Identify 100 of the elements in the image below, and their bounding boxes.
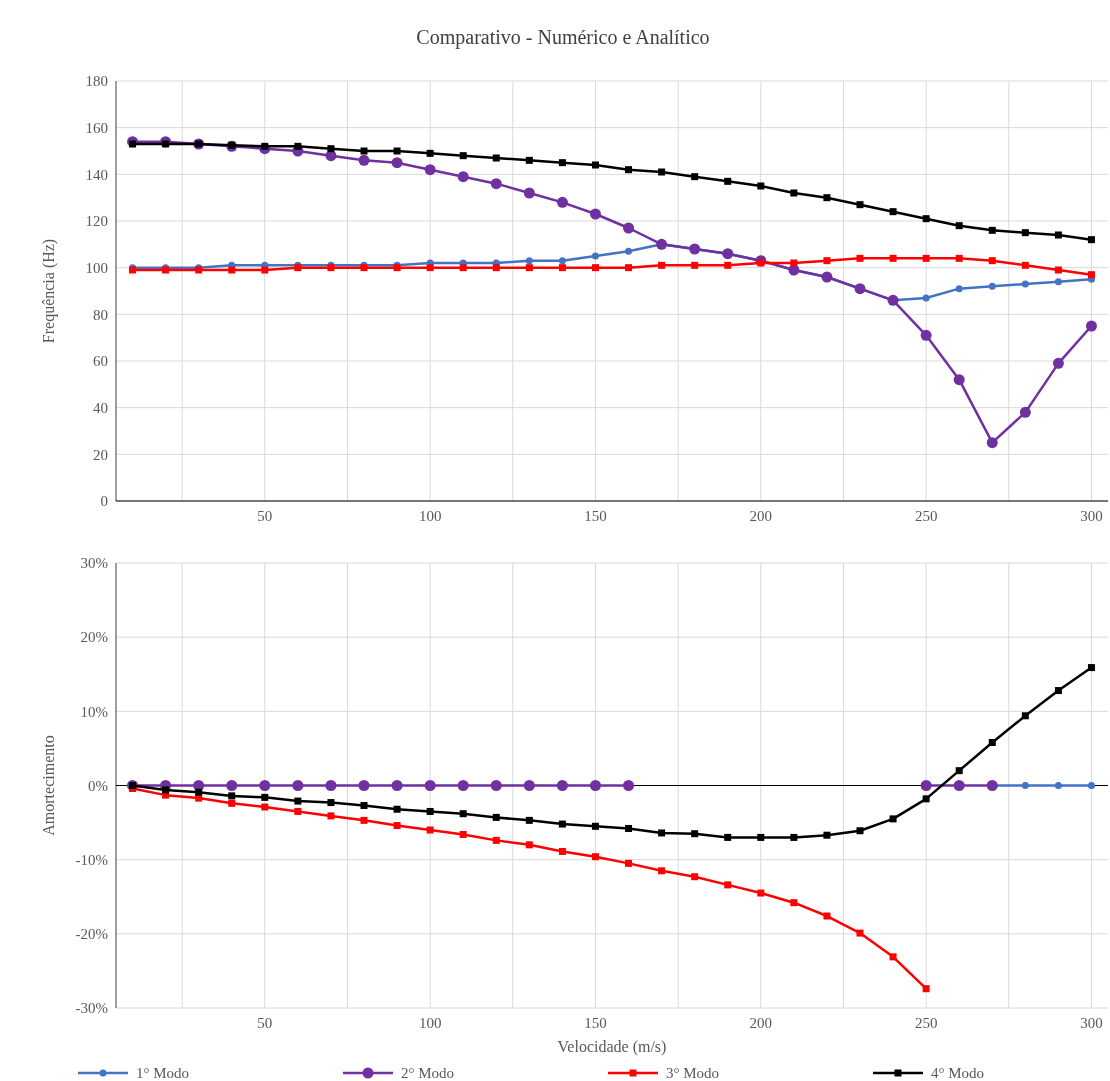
point xyxy=(1054,278,1062,286)
x-tick-label: 50 xyxy=(257,1015,273,1031)
point xyxy=(856,254,864,262)
x-tick-label: 200 xyxy=(749,508,773,524)
point xyxy=(724,833,732,841)
point xyxy=(658,867,666,875)
point xyxy=(757,889,765,897)
point xyxy=(988,257,996,265)
point xyxy=(790,189,798,197)
legend-label: 3° Modo xyxy=(666,1065,720,1081)
x-tick-label: 200 xyxy=(749,1015,773,1031)
point xyxy=(1054,687,1062,695)
point xyxy=(889,815,897,823)
point xyxy=(856,827,864,835)
point xyxy=(922,215,930,223)
point xyxy=(424,164,436,176)
point xyxy=(459,810,467,818)
point xyxy=(724,261,732,269)
point xyxy=(1054,782,1062,789)
y-tick-label: 160 xyxy=(85,119,108,136)
point xyxy=(391,157,403,169)
point xyxy=(1054,231,1062,239)
point xyxy=(424,780,436,791)
point xyxy=(195,788,203,796)
point xyxy=(426,264,434,272)
point xyxy=(1019,406,1031,418)
point xyxy=(988,226,996,234)
point xyxy=(889,254,897,262)
point xyxy=(228,792,236,800)
point xyxy=(360,147,368,155)
y-tick-label: 40 xyxy=(93,399,108,416)
point xyxy=(327,799,335,807)
point xyxy=(920,329,932,341)
point xyxy=(889,208,897,216)
point xyxy=(920,780,932,791)
legend-label: 1° Modo xyxy=(136,1065,190,1081)
point xyxy=(1085,320,1097,332)
point xyxy=(988,282,996,290)
point xyxy=(691,830,699,838)
point xyxy=(459,152,467,160)
y-tick-label: 60 xyxy=(93,353,108,370)
point xyxy=(790,833,798,841)
point xyxy=(1087,271,1095,279)
point xyxy=(856,929,864,937)
point xyxy=(623,780,635,791)
point xyxy=(757,182,765,190)
point xyxy=(556,780,568,791)
point xyxy=(228,266,236,274)
point xyxy=(162,140,170,148)
point xyxy=(591,264,599,272)
point xyxy=(525,264,533,272)
point xyxy=(823,831,831,839)
point xyxy=(492,813,500,821)
point xyxy=(591,853,599,861)
point xyxy=(889,953,897,961)
point xyxy=(558,159,566,167)
y-tick-label: 80 xyxy=(93,306,108,323)
point xyxy=(1021,229,1029,237)
point xyxy=(558,820,566,828)
point xyxy=(658,261,666,269)
point xyxy=(259,780,271,791)
point xyxy=(426,149,434,157)
point xyxy=(492,264,500,272)
point xyxy=(393,822,401,830)
point xyxy=(360,802,368,810)
point xyxy=(1021,280,1029,288)
x-tick-label: 300 xyxy=(1080,508,1103,524)
point xyxy=(790,899,798,907)
point xyxy=(922,985,930,993)
point xyxy=(525,257,533,265)
point xyxy=(525,841,533,849)
point xyxy=(658,168,666,176)
x-axis-title: Velocidade (m/s) xyxy=(557,1038,667,1056)
point xyxy=(955,285,963,293)
point xyxy=(558,264,566,272)
point xyxy=(724,881,732,889)
y-tick-label: 0 xyxy=(100,493,108,510)
point xyxy=(556,196,568,208)
x-tick-label: 100 xyxy=(418,1015,442,1031)
point xyxy=(790,259,798,267)
point xyxy=(1087,664,1095,672)
point xyxy=(955,222,963,230)
x-tick-label: 50 xyxy=(257,508,273,524)
point xyxy=(922,294,930,302)
point xyxy=(327,812,335,820)
x-tick-label: 150 xyxy=(584,508,607,524)
point xyxy=(294,807,302,815)
legend-label: 4° Modo xyxy=(931,1065,985,1081)
point xyxy=(327,145,335,153)
point xyxy=(922,254,930,262)
point xyxy=(591,252,599,260)
y-tick-label: 30% xyxy=(80,555,108,572)
point xyxy=(294,797,302,805)
y-tick-label: -10% xyxy=(75,851,108,868)
point xyxy=(988,738,996,746)
point xyxy=(292,780,304,791)
point xyxy=(492,836,500,844)
point xyxy=(625,859,633,867)
point xyxy=(525,816,533,824)
point xyxy=(591,161,599,169)
